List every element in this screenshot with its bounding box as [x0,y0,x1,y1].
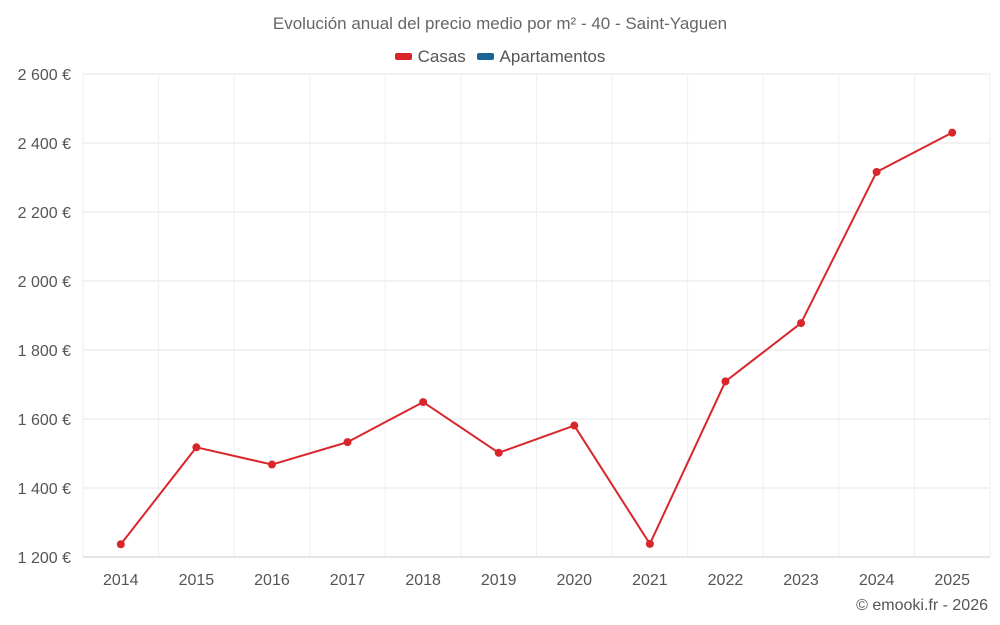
y-tick-label: 1 400 € [18,481,71,498]
x-tick-label: 2021 [632,572,668,589]
data-point [570,421,579,430]
legend-swatch-casas [394,53,412,60]
legend-item-casas[interactable]: Casas [394,46,466,67]
y-tick-label: 2 600 € [18,67,71,84]
data-point [343,438,352,447]
y-tick-label: 2 200 € [18,205,71,222]
data-point [192,443,201,452]
x-tick-label: 2017 [330,572,366,589]
x-tick-label: 2025 [934,572,970,589]
data-point [116,540,125,549]
y-tick-label: 2 000 € [18,274,71,291]
x-tick-label: 2023 [783,572,819,589]
data-point [948,128,957,137]
data-point [721,377,730,386]
chart-title: Evolución anual del precio medio por m² … [272,14,728,33]
y-tick-label: 1 600 € [18,412,71,429]
y-tick-label: 2 400 € [18,136,71,153]
data-point [419,398,428,407]
footer-credit: © emooki.fr - 2026 [856,597,988,614]
legend-item-apartamentos[interactable]: Apartamentos [476,46,606,67]
data-point [645,539,654,548]
x-tick-label: 2024 [859,572,895,589]
legend-swatch-apartamentos [476,53,494,60]
legend-label-apartamentos: Apartamentos [499,46,606,66]
y-tick-label: 1 800 € [18,343,71,360]
x-tick-label: 2016 [254,572,290,589]
series-line-casas [120,131,953,545]
x-tick-label: 2015 [179,572,215,589]
data-point [267,460,276,469]
data-point [797,319,806,328]
x-tick-label: 2022 [708,572,744,589]
data-point [872,167,881,176]
legend: Casas Apartamentos [0,45,1000,67]
x-tick-label: 2014 [103,572,139,589]
x-tick-label: 2018 [405,572,441,589]
y-tick-label: 1 200 € [18,550,71,567]
legend-label-casas: Casas [417,46,466,66]
x-tick-label: 2019 [481,572,517,589]
data-point [494,448,503,457]
x-tick-label: 2020 [556,572,592,589]
